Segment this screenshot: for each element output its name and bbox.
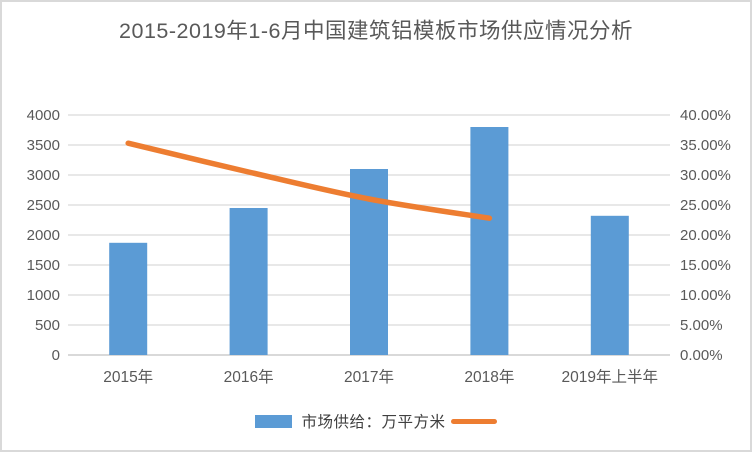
y-left-tick-label: 1000 [27, 287, 60, 304]
trend-line [125, 140, 493, 221]
y-left-tick-label: 0 [52, 347, 60, 364]
y-right-tick-label: 10.00% [680, 287, 731, 304]
bar-2015年 [109, 242, 148, 355]
y-right-tick-label: 5.00% [680, 317, 723, 334]
y-left-tick-label: 2000 [27, 227, 60, 244]
y-left-tick-label: 3500 [27, 137, 60, 154]
y-right-tick-label: 25.00% [680, 197, 731, 214]
legend: 市场供给：万平方米 [2, 410, 750, 432]
bar-2019年上半年 [590, 215, 629, 355]
bar-2016年 [229, 208, 268, 355]
y-left-tick-label: 2500 [27, 197, 60, 214]
legend-line-swatch [450, 418, 497, 424]
y-left-tick-label: 500 [35, 317, 60, 334]
bar-2018年 [470, 127, 509, 355]
y-right-tick-label: 0.00% [680, 347, 723, 364]
y-right-tick-label: 20.00% [680, 227, 731, 244]
x-category-label: 2018年 [464, 368, 514, 386]
chart-title: 2015-2019年1-6月中国建筑铝模板市场供应情况分析 [119, 19, 633, 43]
y-right-tick-label: 35.00% [680, 137, 731, 154]
y-left-tick-label: 3000 [27, 167, 60, 184]
x-category-label: 2015年 [103, 368, 153, 386]
x-category-label: 2017年 [344, 368, 394, 386]
y-right-tick-label: 15.00% [680, 257, 731, 274]
y-left-tick-label: 1500 [27, 257, 60, 274]
x-category-label: 2019年上半年 [562, 368, 658, 386]
y-left-tick-label: 4000 [27, 107, 60, 124]
legend-bar-swatch [255, 414, 293, 428]
x-category-label: 2016年 [224, 368, 274, 386]
legend-bar-label: 市场供给：万平方米 [301, 414, 446, 431]
y-right-tick-label: 30.00% [680, 167, 731, 184]
y-right-tick-label: 40.00% [680, 107, 731, 124]
